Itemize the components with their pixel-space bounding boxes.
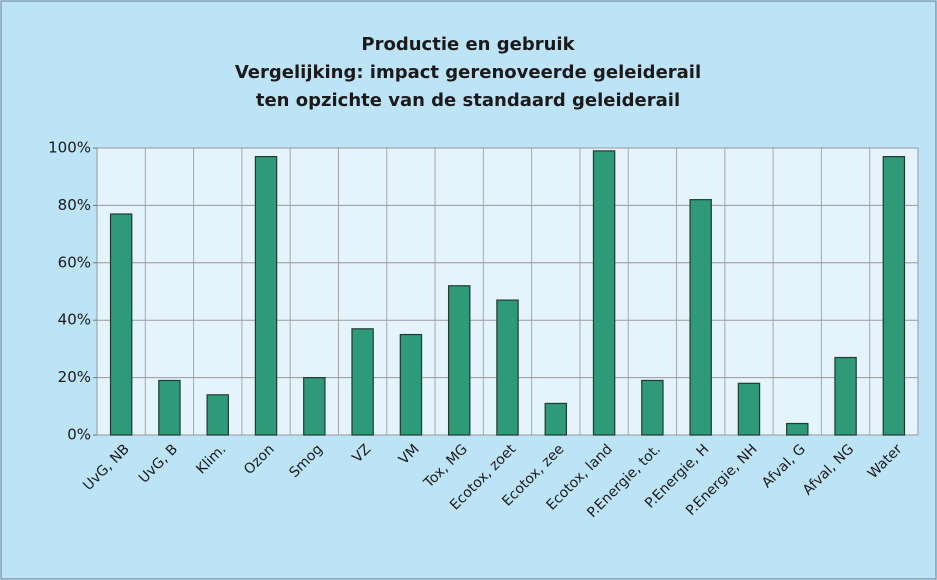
- bar: [158, 379, 181, 436]
- y-tick-label: 20%: [58, 368, 91, 386]
- bar: [641, 379, 664, 436]
- y-tick-label: 100%: [48, 139, 91, 157]
- y-tick-label: 80%: [58, 196, 91, 214]
- bar: [834, 356, 857, 436]
- bar: [109, 213, 133, 436]
- bar: [206, 394, 229, 436]
- bar: [254, 156, 278, 436]
- bar: [544, 402, 568, 436]
- bar: [592, 150, 616, 436]
- y-tick-label: 60%: [58, 253, 91, 271]
- bar: [689, 199, 712, 436]
- bar: [786, 422, 809, 436]
- bar: [351, 328, 374, 436]
- chart-title: Productie en gebruik: [361, 34, 575, 55]
- bar: [882, 156, 906, 436]
- chart-title: ten opzichte van de standaard geleiderai…: [256, 90, 680, 111]
- bar: [303, 377, 326, 436]
- y-tick-label: 40%: [58, 311, 91, 329]
- chart-title: Vergelijking: impact gerenoveerde geleid…: [235, 62, 701, 83]
- bar: [399, 333, 423, 436]
- bar: [447, 285, 471, 436]
- bar: [496, 299, 519, 436]
- y-tick-label: 0%: [67, 426, 91, 444]
- bar: [737, 382, 761, 436]
